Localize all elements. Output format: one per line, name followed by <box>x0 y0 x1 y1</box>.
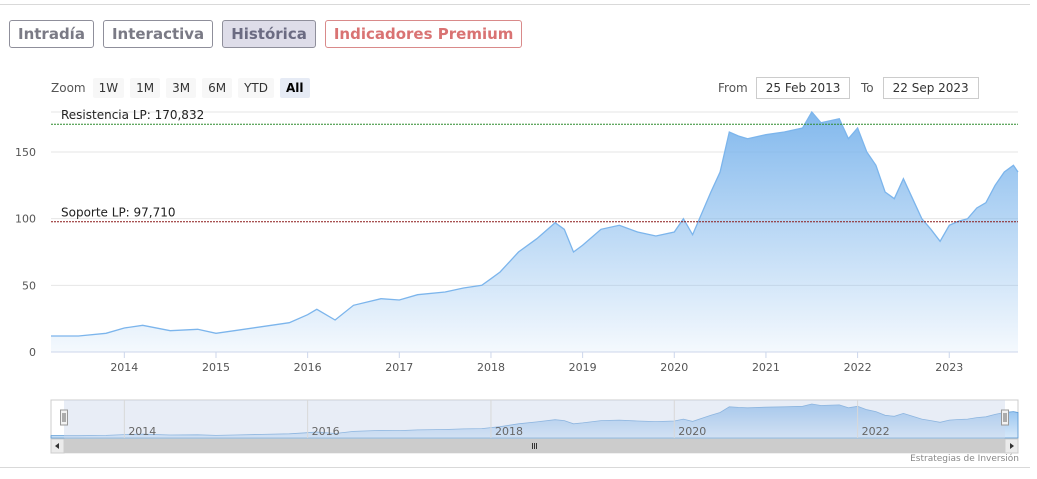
tab-intradia[interactable]: Intradía <box>9 20 94 48</box>
zoom-1w-button[interactable]: 1W <box>92 78 125 98</box>
price-line <box>51 110 1019 337</box>
navigator-tick-label: 2016 <box>312 425 340 438</box>
navigator-tick-label: 2022 <box>862 425 890 438</box>
tab-historica[interactable]: Histórica <box>222 20 316 48</box>
navigator-area <box>50 403 1019 439</box>
zoom-ytd-button[interactable]: YTD <box>238 78 274 98</box>
navigator-handle-right[interactable] <box>1001 409 1009 426</box>
x-tick-label: 2016 <box>294 361 322 374</box>
zoom-all-button[interactable]: All <box>280 78 310 98</box>
x-tick-label: 2017 <box>385 361 413 374</box>
top-divider <box>0 4 1030 5</box>
range-to: To 22 Sep 2023 <box>861 77 979 99</box>
zoom-1m-button[interactable]: 1M <box>130 78 161 98</box>
price-area <box>51 112 1018 352</box>
x-tick-label: 2023 <box>935 361 963 374</box>
zoom-toolbar: Zoom 1W 1M 3M 6M YTD All <box>51 78 316 98</box>
range-to-input[interactable]: 22 Sep 2023 <box>882 77 979 99</box>
x-tick-label: 2021 <box>752 361 780 374</box>
tab-indicadores-premium[interactable]: Indicadores Premium <box>324 20 523 48</box>
navigator-handle-left[interactable] <box>60 409 68 426</box>
zoom-3m-button[interactable]: 3M <box>166 78 197 98</box>
navigator-selection <box>64 400 1005 438</box>
y-tick-label: 150 <box>15 146 36 159</box>
x-tick-label: 2014 <box>110 361 138 374</box>
y-tick-label: 0 <box>29 346 36 359</box>
y-tick-label: 50 <box>22 279 36 292</box>
chart-tabs: Intradía Interactiva Histórica Indicador… <box>9 20 523 48</box>
y-tick-label: 100 <box>15 213 36 226</box>
support-label: Soporte LP: 97,710 <box>61 206 176 220</box>
x-tick-label: 2019 <box>569 361 597 374</box>
x-tick-label: 2015 <box>202 361 230 374</box>
chart-credit: Estrategias de Inversión <box>910 454 1019 464</box>
tab-interactiva[interactable]: Interactiva <box>102 20 214 48</box>
navigator-tick-label: 2020 <box>678 425 706 438</box>
x-tick-label: 2018 <box>477 361 505 374</box>
x-tick-label: 2022 <box>844 361 872 374</box>
x-tick-label: 2020 <box>660 361 688 374</box>
range-from-label: From <box>718 81 748 95</box>
scroll-right-arrow-icon <box>1010 443 1014 449</box>
zoom-6m-button[interactable]: 6M <box>202 78 233 98</box>
range-from-input[interactable]: 25 Feb 2013 <box>755 77 851 99</box>
navigator-tick-label: 2018 <box>495 425 523 438</box>
navigator-tick-label: 2014 <box>128 425 156 438</box>
resistance-label: Resistencia LP: 170,832 <box>61 108 204 122</box>
range-to-label: To <box>861 81 874 95</box>
range-from: From 25 Feb 2013 <box>718 77 851 99</box>
zoom-label: Zoom <box>51 81 86 95</box>
bottom-divider <box>0 467 1030 468</box>
scroll-left-arrow-icon <box>55 443 59 449</box>
